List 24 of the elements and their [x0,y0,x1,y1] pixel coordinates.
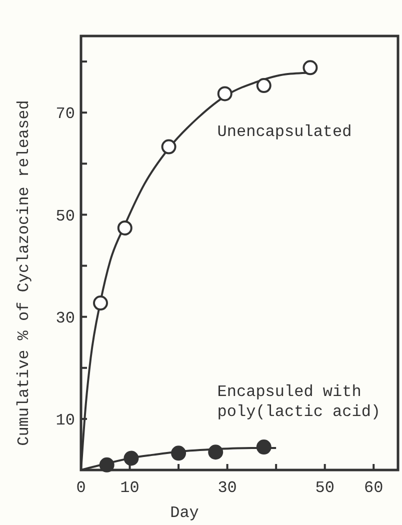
x-tick-label: 30 [218,479,237,497]
point [256,440,272,455]
series-label: Unencapsulated [217,122,352,141]
x-tick-label: 50 [315,479,334,497]
point [93,296,108,311]
x-tick-label: 0 [76,479,86,497]
point [302,60,318,76]
y-tick-label: 50 [56,207,75,226]
y-tick-label: 10 [56,412,75,430]
point [161,139,176,154]
point [171,446,186,461]
point [217,86,232,102]
x-tick-label: 10 [120,479,140,497]
point [256,78,272,94]
x-axis-title: Day [170,504,200,522]
x-tick-label: 60 [364,479,384,497]
series-label: Encapsuled with poly(lactic acid) [217,383,381,422]
point [208,444,224,460]
y-axis-title: Cumulative % of Cyclazocine released [15,100,33,446]
y-tick-label: 70 [56,105,75,124]
point [117,220,132,236]
y-tick-label: 30 [56,309,75,328]
point [124,450,139,466]
point [99,457,114,472]
